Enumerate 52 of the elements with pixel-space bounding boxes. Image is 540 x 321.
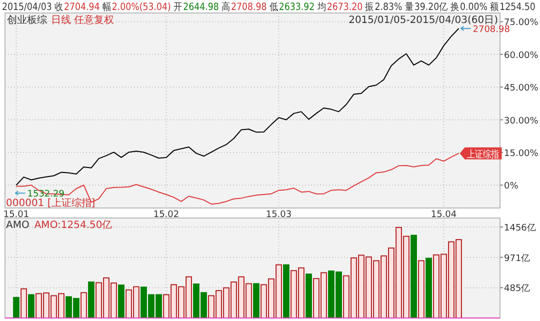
bar	[418, 260, 424, 318]
bar	[28, 294, 34, 318]
annotation: 2.00%(53.04)	[112, 1, 171, 14]
chart-title: 创业板综	[7, 14, 47, 26]
y-tick-label: 30.00%	[504, 116, 539, 126]
annotation: 0.00%	[460, 1, 488, 14]
bar	[410, 234, 417, 318]
y-tick-label: 485亿	[504, 283, 530, 294]
annotation: 2704.94	[64, 1, 100, 14]
annotation: 低	[269, 1, 278, 14]
bar	[20, 288, 27, 318]
y-tick-label: 971亿	[504, 252, 530, 264]
annotation: 幅	[102, 1, 111, 14]
annotation: 均	[316, 1, 326, 14]
annotation: 2015/01/05-2015/04/03(60日)	[348, 15, 498, 26]
chart-title: AMO	[6, 220, 30, 231]
x-tick-label: 15.04	[430, 210, 457, 220]
x-tick-label: 15.03	[266, 210, 292, 220]
line-series	[16, 28, 460, 186]
annotation: 2673.20	[326, 1, 363, 14]
bar	[306, 274, 312, 318]
annotation: 额	[490, 1, 498, 14]
annotation: 2633.92	[278, 1, 315, 14]
bar	[118, 284, 124, 318]
x-tick-label: 15.02	[153, 210, 180, 220]
annotation: 2644.98	[183, 1, 219, 14]
y-tick-label: 0%	[504, 182, 519, 192]
y-tick-label: 15.00%	[504, 148, 539, 159]
annotation: AMO:1254.50亿	[34, 220, 112, 231]
bar	[80, 292, 87, 318]
x-tick-label: 15.01	[3, 210, 30, 220]
annotation: 2708.98	[231, 1, 267, 14]
annotation: 1254.50	[500, 1, 536, 14]
annotation: 39.20亿	[414, 1, 448, 14]
bar	[283, 264, 290, 318]
annotation: 2708.98	[472, 24, 510, 35]
annotation: 高	[221, 1, 230, 14]
bar	[88, 282, 94, 318]
y-tick-label: 45.00%	[504, 84, 539, 94]
annotation: 2.83%	[374, 1, 402, 14]
chart-subtitle: 日线 任意复权	[51, 14, 114, 26]
bar	[426, 258, 432, 318]
annotation: 开	[174, 1, 182, 14]
annotation: 换	[450, 1, 459, 14]
y-tick-label: 1456亿	[504, 222, 536, 234]
annotation: 振	[365, 1, 374, 14]
annotation: 收	[54, 1, 63, 14]
annotation: 2015/04/03	[2, 1, 52, 14]
bar	[13, 296, 20, 318]
bar	[253, 283, 260, 318]
annotation: 量	[404, 1, 414, 14]
y-tick-label: 60.00%	[504, 50, 539, 61]
